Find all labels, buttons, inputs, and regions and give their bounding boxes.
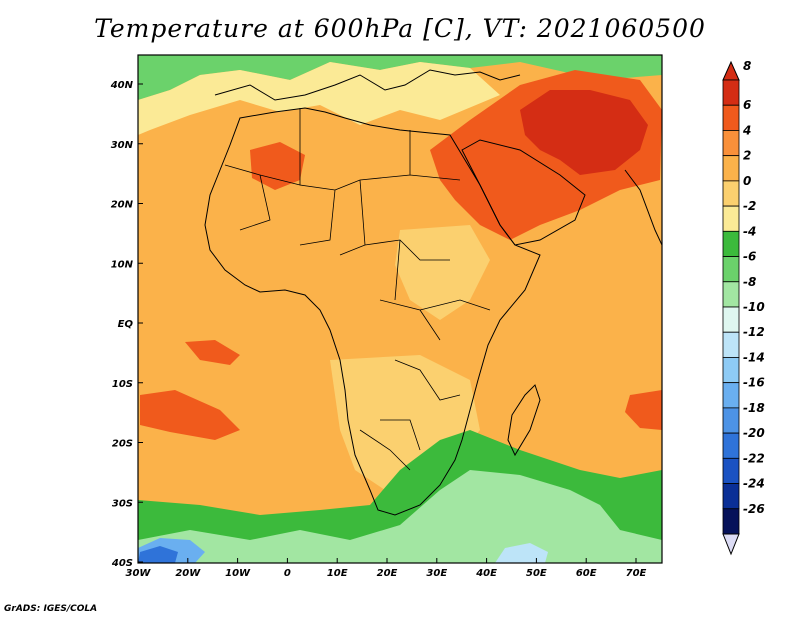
- colorbar-level-label: 0: [743, 174, 751, 188]
- lat-tick-label: EQ: [118, 319, 134, 330]
- colorbar-swatch: [722, 382, 740, 409]
- field-north-mild-zone: [138, 62, 500, 135]
- colorbar-level-label: -6: [743, 250, 756, 264]
- lon-tick-label: 40E: [475, 568, 497, 579]
- field-north-cool-zone: [138, 55, 662, 100]
- lon-tick-label: 50E: [526, 568, 547, 579]
- colorbar-level-label: -12: [743, 325, 765, 339]
- colorbar-swatch: [722, 306, 740, 333]
- europe-coastline: [214, 69, 521, 101]
- colorbar-top-arrow: [722, 60, 740, 81]
- colorbar-swatch: [722, 508, 740, 535]
- colorbar-swatch: [722, 407, 740, 434]
- lat-tick-label: 10S: [112, 379, 133, 390]
- colorbar-swatch: [722, 230, 740, 257]
- colorbar-level-label: -2: [743, 199, 756, 213]
- colorbar-level-label: -26: [743, 502, 765, 516]
- lon-tick-label: 30W: [126, 568, 152, 579]
- lon-tick-label: 20W: [175, 568, 201, 579]
- temperature-field: [138, 55, 662, 563]
- longitude-axis: 30W 20W 10W 0 10E 20E 30E 40E 50E 60E 70E: [126, 558, 647, 579]
- lat-tick-label: 40N: [110, 80, 134, 91]
- colorbar-swatch: [722, 79, 740, 106]
- colorbar-labels: 8 6 4 2 0 -2 -4 -6 -8 -10 -12 -14 -16 -18 -20 -22 -24 -26: [742, 59, 765, 516]
- colorbar-swatch: [722, 155, 740, 182]
- field-southwest-cold-core: [138, 546, 178, 563]
- colorbar-swatch: [722, 432, 740, 459]
- map-title: Temperature at 600hPa [C], VT: 202106050…: [94, 14, 706, 43]
- colorbar-level-label: -20: [743, 426, 765, 440]
- colorbar-swatch: [722, 331, 740, 358]
- field-east-africa-mild-zone: [395, 225, 490, 320]
- colorbar-swatch: [722, 483, 740, 510]
- lat-tick-label: 30N: [111, 140, 134, 151]
- field-atlantic-warm-spot: [185, 340, 240, 365]
- colorbar-bottom-arrow: [722, 533, 740, 556]
- colorbar-level-label: -22: [743, 451, 765, 465]
- colorbar-swatch: [722, 357, 740, 384]
- lat-tick-label: 20S: [112, 439, 133, 450]
- lon-tick-label: 10E: [327, 568, 348, 579]
- lon-tick-label: 70E: [626, 568, 647, 579]
- lon-tick-label: 0: [284, 568, 291, 579]
- lat-tick-label: 40S: [111, 558, 133, 569]
- field-sahara-hot-spot: [250, 142, 305, 190]
- india-coastline: [624, 169, 662, 246]
- field-middle-east-core: [520, 90, 648, 175]
- coastlines-borders: [204, 69, 662, 516]
- madagascar-coastline: [507, 384, 541, 457]
- arabia-coastline: [461, 139, 586, 246]
- colorbar-level-label: 8: [743, 59, 751, 73]
- field-southeast-cold-patch: [495, 543, 548, 563]
- colorbar-swatch: [722, 130, 740, 157]
- colorbar-swatch: [722, 457, 740, 484]
- lat-tick-label: 10N: [111, 259, 134, 270]
- lon-tick-label: 60E: [576, 568, 597, 579]
- field-south-light-zone: [138, 470, 662, 563]
- colorbar-swatch: [722, 256, 740, 283]
- colorbar-level-label: -18: [743, 401, 765, 415]
- credit-label: GrADS: IGES/COLA: [4, 604, 98, 614]
- colorbar-level-label: -8: [743, 275, 756, 289]
- colorbar-swatch: [722, 104, 740, 131]
- field-indian-ocean-hot-spot: [625, 390, 662, 430]
- lon-tick-label: 30E: [426, 568, 447, 579]
- colorbar-level-label: 6: [743, 98, 751, 112]
- border-lines: [224, 108, 491, 471]
- colorbar-level-label: 4: [742, 123, 751, 137]
- colorbar-level-label: -24: [743, 477, 765, 491]
- colorbar-boxes: [722, 79, 740, 535]
- africa-coastline: [204, 107, 541, 516]
- colorbar-level-label: -4: [743, 224, 756, 238]
- colorbar-level-label: -16: [743, 376, 765, 390]
- latitude-axis: 40N 30N 20N 10N EQ 10S 20S 30S 40S: [110, 80, 143, 569]
- lat-tick-label: 30S: [112, 498, 133, 509]
- colorbar-level-label: 2: [743, 149, 751, 163]
- lat-tick-label: 20N: [111, 200, 134, 211]
- map-frame: [137, 54, 663, 564]
- colorbar-level-label: -14: [743, 350, 765, 364]
- lon-tick-label: 20E: [377, 568, 398, 579]
- colorbar-swatch: [722, 281, 740, 308]
- colorbar-swatch: [722, 205, 740, 232]
- lon-tick-label: 10W: [225, 568, 251, 579]
- field-atlantic-hot-spot: [140, 390, 240, 440]
- colorbar: 8 6 4 2 0 -2 -4 -6 -8 -10 -12 -14 -16 -18 -20 -22 -24 -26: [722, 59, 765, 556]
- colorbar-level-label: -10: [743, 300, 765, 314]
- colorbar-swatch: [722, 180, 740, 207]
